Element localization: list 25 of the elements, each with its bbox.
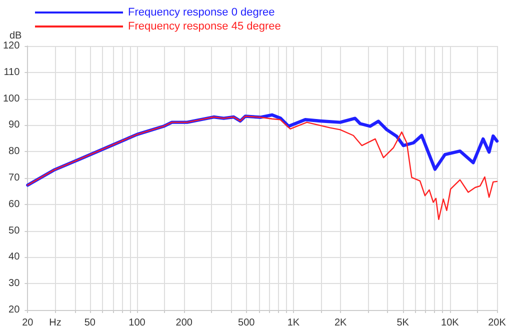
y-axis-title: dB: [9, 30, 22, 42]
y-tick-label: 80: [8, 146, 20, 158]
y-tick-label: 30: [8, 278, 20, 290]
y-tick-label: 60: [8, 198, 20, 210]
x-tick-label: 2K: [334, 318, 348, 328]
y-tick-label: 20: [8, 304, 20, 316]
x-tick-label: 10K: [441, 318, 460, 328]
x-tick-label: 100: [128, 318, 146, 328]
y-tick-label: 100: [2, 93, 20, 104]
y-tick-label: 110: [4, 66, 20, 78]
x-tick-label: 20K: [488, 318, 506, 328]
x-tick-label: 50: [84, 318, 96, 328]
y-tick-label: 120: [2, 40, 20, 52]
x-tick-label: 500: [238, 318, 256, 328]
x-tick-label: 200: [176, 318, 193, 328]
x-tick-label: 5K: [396, 318, 410, 328]
x-tick-label: 1K: [287, 318, 300, 328]
y-tick-label: 40: [8, 252, 20, 263]
x-tick-label: Hz: [49, 318, 62, 328]
text: Frequency response 45 degree: [128, 20, 281, 32]
x-tick-label: 20: [22, 318, 34, 328]
y-tick-label: 50: [8, 225, 20, 236]
y-tick-label: 90: [8, 120, 20, 131]
text: Frequency response 0 degree: [128, 6, 275, 18]
y-tick-label: 70: [8, 172, 20, 184]
